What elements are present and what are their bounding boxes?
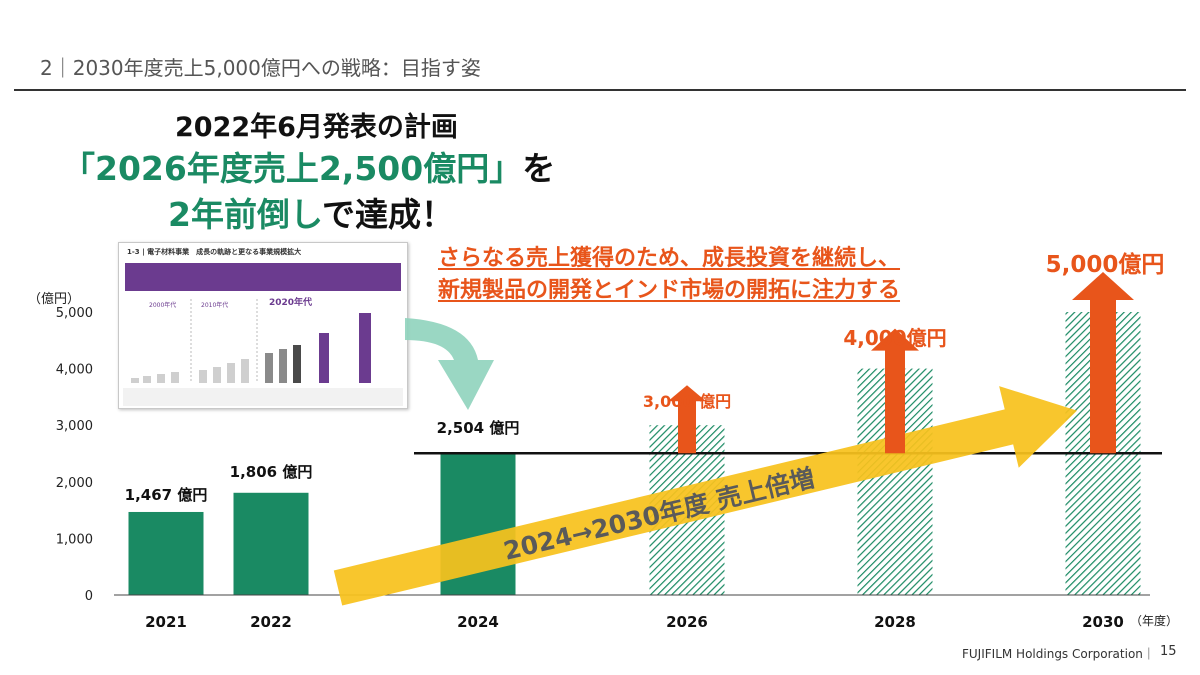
x-tick-label-2024: 2024 [457, 613, 499, 631]
y-axis-unit: （億円） [28, 291, 80, 307]
thumbnail-purple-band [125, 263, 401, 291]
value-label-2026: 3,000 億円 [643, 392, 731, 411]
title-divider [14, 89, 1186, 91]
y-tick-label: 1,000 [56, 532, 93, 547]
headline-tail-2: で達成！ [321, 195, 454, 234]
overlay-layer: 2024→2030年度 売上倍増 [333, 272, 1162, 606]
y-tick-label: 3,000 [56, 419, 93, 434]
headline-highlight-2: 2年前倒し [168, 195, 322, 234]
value-label-2022: 1,806 億円 [230, 463, 313, 481]
thumbnail-bars [131, 313, 371, 383]
thumbnail-decade-2: 2010年代 [201, 301, 228, 309]
headline-tail: を [522, 149, 556, 188]
labels-layer: （億円） 0 1,000 2,000 3,000 4,000 5,000 1,467 億円 1,… [28, 251, 1178, 631]
thumbnail-mini-chart: 2000年代 2010年代 2020年代 [123, 296, 403, 406]
thumbnail-decade-3: 2020年代 [269, 296, 312, 308]
x-tick-label-2026: 2026 [666, 613, 708, 631]
headline-line-2: 「2026年度売上2,500億円」を [62, 142, 555, 190]
headline-line-3: 2年前倒しで達成！ [168, 188, 454, 236]
x-tick-label-2022: 2022 [250, 613, 292, 631]
y-tick-label: 5,000 [56, 306, 93, 321]
value-label-2030: 5,000億円 [1046, 251, 1165, 278]
x-tick-label-2030: 2030 [1082, 613, 1124, 631]
plan-slide-thumbnail: 1-3 | 電子材料事業 成長の軌跡と更なる事業規模拡大 2000年代 2010… [118, 242, 408, 409]
y-tick-label: 4,000 [56, 363, 93, 378]
thumbnail-pointer-arrow [405, 318, 494, 410]
thumbnail-title: 1-3 | 電子材料事業 成長の軌跡と更なる事業規模拡大 [127, 248, 302, 256]
strategy-message-line-2: 新規製品の開発とインド市場の開拓に注力する [438, 278, 901, 303]
bar-2022 [233, 492, 309, 595]
strategy-message: さらなる売上獲得のため、成長投資を継続し、 新規製品の開発とインド市場の開拓に注… [438, 243, 900, 307]
section-title: 2｜2030年度売上5,000億円への戦略：目指す姿 [40, 56, 481, 80]
footer-company: FUJIFILM Holdings Corporation｜ [962, 647, 1155, 661]
bar-2021 [128, 511, 204, 595]
y-tick-label: 2,000 [56, 476, 93, 491]
value-label-2021: 1,467 億円 [125, 486, 208, 504]
headline-line-1: 2022年6月発表の計画 [175, 112, 458, 143]
page-number: 15 [1160, 644, 1177, 659]
growth-arrow-2026 [668, 385, 706, 454]
x-axis-unit: （年度） [1130, 613, 1178, 628]
value-label-2024: 2,504 億円 [437, 419, 520, 437]
headline-highlight: 「2026年度売上2,500億円」 [62, 149, 523, 188]
x-tick-label-2021: 2021 [145, 613, 187, 631]
strategy-message-line-1: さらなる売上獲得のため、成長投資を継続し、 [438, 246, 901, 271]
thumbnail-decade-1: 2000年代 [149, 301, 176, 309]
growth-arrow-2030 [1072, 272, 1134, 454]
y-tick-label: 0 [85, 589, 93, 604]
growth-arrow-2028 [871, 328, 919, 454]
value-label-2028: 4,000億円 [843, 326, 946, 350]
x-tick-label-2028: 2028 [874, 613, 916, 631]
